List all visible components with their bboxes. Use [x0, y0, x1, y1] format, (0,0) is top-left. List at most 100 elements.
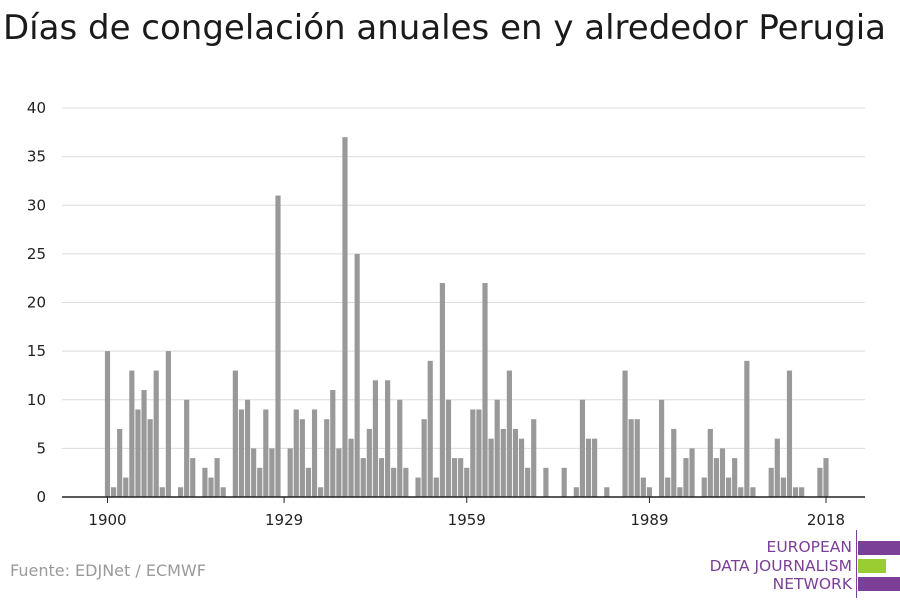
bar [439, 283, 445, 497]
bar [817, 467, 823, 497]
bar [348, 438, 354, 497]
logo-text-network: NETWORK [772, 575, 852, 593]
bar [683, 458, 689, 497]
chart-title: Días de congelación anuales en y alreded… [3, 8, 886, 48]
bar [786, 370, 793, 497]
bar [665, 477, 671, 497]
bar [659, 399, 665, 497]
bar [719, 448, 726, 498]
bar [470, 409, 476, 497]
bar [244, 399, 251, 497]
bar [482, 283, 488, 497]
logo-bar-green [858, 559, 886, 573]
x-tick-label: 1989 [630, 511, 668, 529]
bar [360, 458, 366, 497]
bar [214, 458, 220, 497]
bar [287, 448, 293, 498]
bar [318, 487, 324, 497]
logo-bar-purple-bottom [858, 577, 900, 591]
bar [220, 487, 226, 497]
bar [117, 428, 123, 497]
bar [202, 467, 208, 497]
bar [153, 370, 159, 497]
bar [208, 477, 214, 497]
bar [799, 487, 805, 497]
bar [275, 195, 281, 497]
bar [488, 438, 494, 497]
bar [506, 370, 512, 497]
bar [634, 419, 640, 497]
x-tick-label: 2018 [807, 511, 845, 529]
bar [823, 458, 829, 497]
bar [342, 137, 348, 498]
bar [458, 458, 464, 497]
y-tick-label: 30 [27, 196, 46, 214]
logo-bar-purple-top [858, 541, 900, 555]
bar [604, 487, 610, 497]
bar [725, 477, 732, 497]
bar [628, 419, 634, 497]
bar [433, 477, 439, 497]
bar [123, 477, 129, 497]
bar [646, 487, 653, 497]
bar [257, 467, 263, 497]
bar [573, 487, 579, 497]
bar [689, 448, 695, 498]
bar [391, 467, 397, 497]
x-tick-label: 1900 [88, 511, 126, 529]
bar [732, 458, 738, 497]
bar [445, 399, 452, 497]
y-tick-label: 0 [36, 488, 46, 506]
bar [336, 448, 342, 498]
logo-text-european: EUROPEAN [766, 538, 852, 556]
bar [372, 380, 379, 497]
bar [184, 399, 190, 497]
x-tick-label: 1959 [448, 511, 486, 529]
bar [293, 409, 299, 497]
bar [531, 419, 537, 497]
bar [403, 467, 409, 497]
bar [135, 409, 141, 497]
bar [640, 477, 646, 497]
logo-divider [856, 530, 857, 598]
bar [385, 380, 391, 497]
bar [366, 428, 372, 497]
bar [701, 477, 707, 497]
logo-text-data-journalism: DATA JOURNALISM [709, 557, 852, 575]
bar [512, 428, 519, 497]
y-tick-label: 15 [27, 342, 46, 360]
bar [494, 399, 500, 497]
bar [585, 438, 592, 497]
bar [159, 487, 165, 497]
bar [579, 399, 586, 497]
bar [111, 487, 117, 497]
bar [269, 448, 275, 498]
y-tick-label: 10 [27, 391, 46, 409]
bar [451, 458, 458, 497]
bar [677, 487, 683, 497]
y-tick-label: 35 [27, 148, 46, 166]
bar [397, 399, 403, 497]
bar [768, 467, 774, 497]
axes: 0 5 10 15 20 25 30 35 40 1900 1929 1959 1989 2018 [27, 99, 865, 529]
bar [378, 458, 385, 497]
bar [330, 390, 336, 497]
y-tick-label: 20 [27, 294, 46, 312]
bar [141, 390, 147, 497]
bar [147, 419, 153, 497]
bar [299, 419, 305, 497]
bar [311, 409, 318, 497]
bar [622, 370, 628, 497]
bar [525, 467, 531, 497]
bar [232, 370, 238, 497]
bar [750, 487, 756, 497]
bar [592, 438, 598, 497]
bar [707, 428, 713, 497]
bar [421, 419, 427, 497]
bar [251, 448, 257, 498]
bar [464, 467, 470, 497]
source-note: Fuente: EDJNet / ECMWF [10, 561, 206, 580]
bar [129, 370, 135, 497]
bar [518, 438, 525, 497]
bar [774, 438, 780, 497]
